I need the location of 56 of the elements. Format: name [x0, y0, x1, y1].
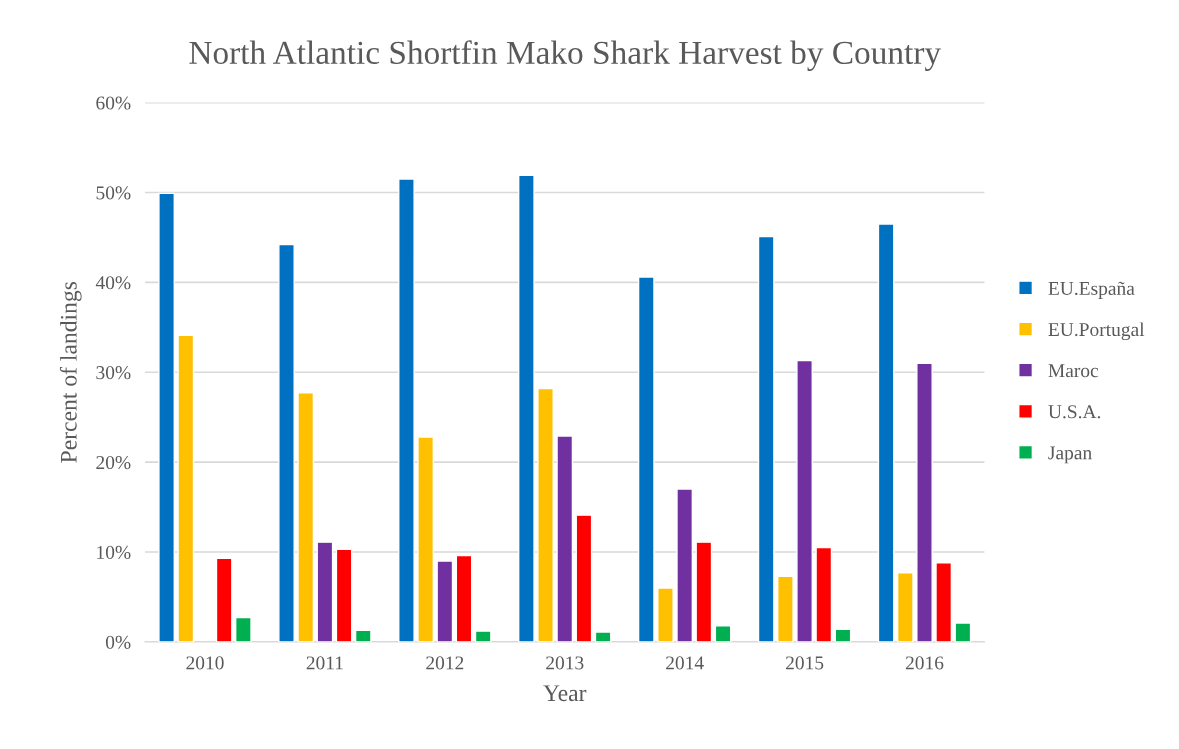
bar — [575, 514, 593, 642]
bar — [455, 554, 473, 642]
legend-label: EU.España — [1048, 281, 1135, 299]
bar — [278, 243, 295, 642]
legend-label: Japan — [1048, 446, 1092, 464]
bar — [556, 435, 574, 642]
bar — [537, 387, 554, 642]
bar — [657, 587, 674, 642]
bar — [436, 560, 454, 642]
bar — [517, 174, 535, 642]
x-axis-title: Year — [543, 685, 587, 702]
x-tick-label: 2014 — [666, 656, 704, 670]
x-tick-label: 2013 — [546, 656, 584, 670]
x-tick-label: 2010 — [186, 656, 224, 670]
y-tick-label: 30% — [96, 366, 131, 380]
bar — [954, 622, 972, 642]
bar — [676, 488, 694, 642]
bar — [637, 276, 655, 642]
bar — [215, 557, 233, 642]
bar — [398, 178, 415, 642]
legend-label: U.S.A. — [1048, 405, 1101, 419]
bar — [877, 223, 895, 642]
bar — [896, 571, 914, 642]
legend-label: Maroc — [1048, 364, 1099, 378]
y-tick-label: 40% — [95, 276, 131, 290]
x-tick-label: 2016 — [905, 656, 944, 670]
y-tick-label: 20% — [96, 455, 131, 470]
legend-label: EU.Portugal — [1048, 322, 1145, 341]
bar — [177, 334, 195, 642]
bar — [796, 359, 813, 642]
bar — [474, 630, 492, 642]
bar — [935, 562, 953, 642]
x-tick-label: 2015 — [785, 656, 824, 670]
y-tick-label: 50% — [96, 186, 131, 200]
y-tick-label: 60% — [96, 96, 131, 110]
bar — [815, 546, 833, 642]
bar — [594, 631, 612, 642]
bar — [757, 235, 775, 642]
y-tick-label: 10% — [97, 545, 131, 560]
bar — [916, 362, 933, 642]
bar — [714, 625, 732, 642]
bar — [695, 541, 713, 642]
x-tick-label: 2012 — [426, 656, 464, 670]
bar — [777, 575, 794, 642]
bar — [354, 629, 372, 642]
y-axis-title: Percent of landings — [59, 281, 82, 463]
y-tick-label: 0% — [105, 635, 131, 649]
bar — [417, 436, 435, 642]
bar — [234, 616, 252, 642]
x-tick-label: 2011 — [306, 656, 343, 670]
bar — [834, 628, 852, 642]
bar — [316, 541, 334, 642]
chart-title: North Atlantic Shortfin Mako Shark Harvest by Country — [189, 40, 941, 71]
bar — [158, 192, 175, 642]
bar — [297, 392, 315, 642]
bar — [335, 548, 353, 642]
